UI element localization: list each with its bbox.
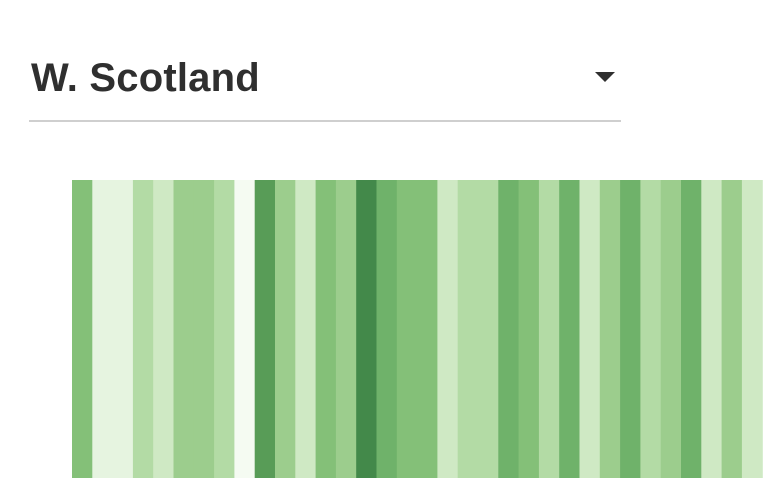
stripe-21 [498, 180, 520, 478]
stripe-22 [518, 180, 540, 478]
stripe-16 [396, 180, 418, 478]
stripe-4 [153, 180, 175, 478]
stripe-5 [173, 180, 195, 478]
stripe-32 [721, 180, 743, 478]
stripe-6 [193, 180, 215, 478]
stripe-1 [92, 180, 114, 478]
stripe-12 [315, 180, 337, 478]
stripe-31 [701, 180, 723, 478]
stripe-10 [275, 180, 296, 478]
stripe-33 [741, 180, 763, 478]
stripe-27 [620, 180, 641, 478]
stripe-18 [437, 180, 459, 478]
stripe-24 [559, 180, 581, 478]
stripe-29 [660, 180, 682, 478]
stripe-26 [599, 180, 621, 478]
stripe-0 [72, 180, 93, 478]
stripe-15 [376, 180, 398, 478]
stripe-7 [214, 180, 235, 478]
region-select-value: W. Scotland [31, 56, 260, 100]
stripe-17 [417, 180, 438, 478]
stripe-25 [579, 180, 601, 478]
stripe-20 [478, 180, 499, 478]
stripe-11 [295, 180, 317, 478]
stripe-2 [112, 180, 134, 478]
stripe-3 [132, 180, 154, 478]
stripe-14 [356, 180, 378, 478]
stripe-23 [538, 180, 560, 478]
stripe-28 [640, 180, 662, 478]
stripe-9 [254, 180, 276, 478]
caret-down-icon[interactable] [595, 72, 615, 82]
stripe-30 [681, 180, 702, 478]
stripe-13 [335, 180, 357, 478]
warming-stripes-chart [72, 180, 763, 478]
stripe-8 [234, 180, 256, 478]
stripe-19 [457, 180, 479, 478]
region-select[interactable]: W. Scotland [29, 44, 621, 122]
